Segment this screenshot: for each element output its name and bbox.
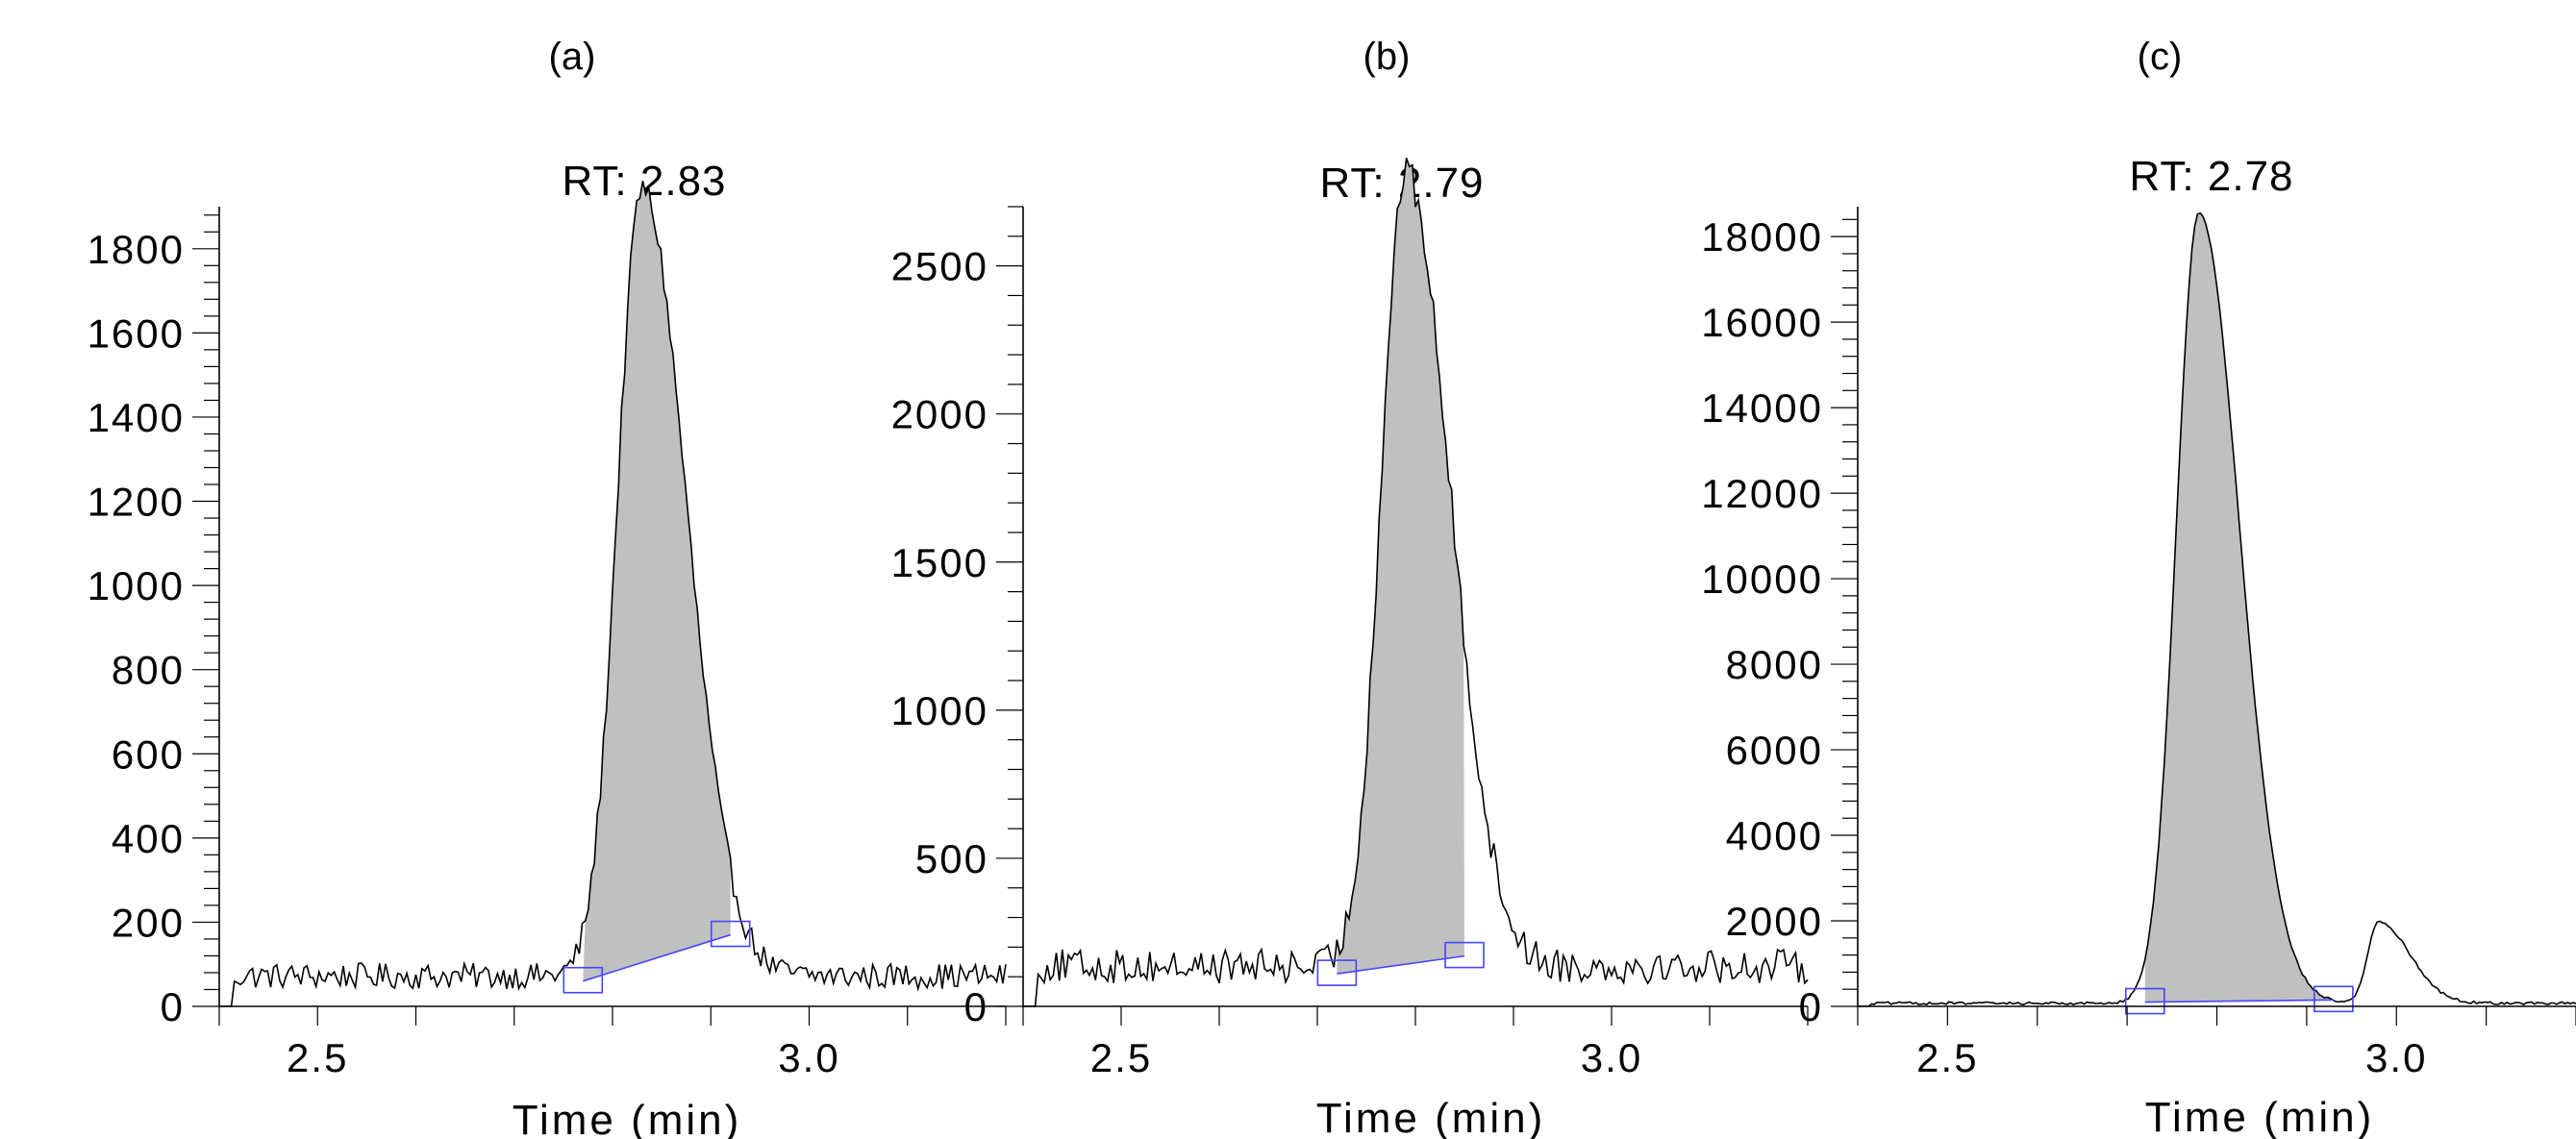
y-tick-label: 16000	[1701, 300, 1823, 345]
x-axis-label: Time (min)	[513, 1097, 742, 1139]
retention-time-label: RT: 2.78	[2129, 153, 2293, 200]
signal-trace	[1858, 211, 2576, 1007]
y-tick-label: 18000	[1701, 214, 1823, 260]
peak-area	[1337, 158, 1464, 975]
x-tick-label: 2.5	[287, 1035, 348, 1080]
y-tick-label: 6000	[1726, 728, 1823, 773]
panel-a: (a) RT: 2.83 Time (min) 0200400600800100…	[88, 36, 1007, 1139]
y-tick-label: 1000	[88, 563, 185, 608]
integration-baseline	[1337, 954, 1465, 975]
x-tick-label: 3.0	[1581, 1035, 1642, 1080]
panel-c: (c) RT: 2.78 Time (min) 0 2000 4000 6000 800…	[1701, 36, 2576, 1139]
integration-baseline	[583, 933, 731, 982]
panel-label: (a)	[549, 36, 596, 78]
panel-b: (b) RT: 2.79 Time (min) 0500100015002000…	[891, 36, 1809, 1139]
peak-end-marker	[710, 920, 751, 948]
panel-label: (b)	[1363, 36, 1411, 78]
x-tick-label: 3.0	[778, 1035, 839, 1080]
peak-area	[583, 181, 731, 981]
y-tick-label: 1800	[88, 227, 185, 272]
peak-start-marker	[563, 966, 604, 994]
peak-start-marker	[1316, 959, 1358, 986]
y-tick-label: 8000	[1726, 642, 1823, 687]
y-tick-label: 1200	[88, 480, 185, 525]
y-tick-label: 0	[964, 984, 988, 1029]
y-tick-label: 800	[112, 648, 185, 693]
x-tick-label: 3.0	[2365, 1035, 2427, 1080]
peak-area	[2144, 212, 2334, 1003]
signal-trace	[1023, 158, 1809, 1007]
x-tick-label: 2.5	[1090, 1035, 1152, 1080]
y-tick-label: 0	[1799, 984, 1823, 1029]
y-tick-label: 500	[915, 836, 988, 881]
y-tick-label: 1000	[891, 688, 988, 733]
y-tick-label: 400	[112, 816, 185, 861]
y-tick-label: 1400	[88, 395, 185, 440]
y-tick-label: 4000	[1726, 813, 1823, 858]
y-tick-label: 1500	[891, 540, 988, 585]
y-tick-label: 2000	[891, 392, 988, 437]
x-axis-label: Time (min)	[1316, 1095, 1546, 1139]
y-tick-label: 12000	[1701, 471, 1823, 516]
signal-trace	[219, 181, 1007, 1007]
panel-label: (c)	[2138, 36, 2183, 78]
y-tick-label: 10000	[1701, 557, 1823, 602]
y-tick-label: 0	[161, 984, 185, 1029]
x-axis-label: Time (min)	[2145, 1094, 2375, 1139]
peak-end-marker	[2313, 985, 2354, 1013]
peak-end-marker	[1444, 941, 1485, 969]
integration-baseline	[2144, 999, 2334, 1003]
y-tick-label: 2000	[1726, 899, 1823, 944]
y-tick-label: 600	[112, 731, 185, 777]
x-tick-label: 2.5	[1916, 1035, 1978, 1080]
y-tick-label: 2500	[891, 244, 988, 289]
y-tick-label: 200	[112, 900, 185, 945]
peak-start-marker	[2125, 987, 2165, 1015]
y-tick-label: 1600	[88, 310, 185, 356]
y-tick-label: 14000	[1701, 385, 1823, 431]
